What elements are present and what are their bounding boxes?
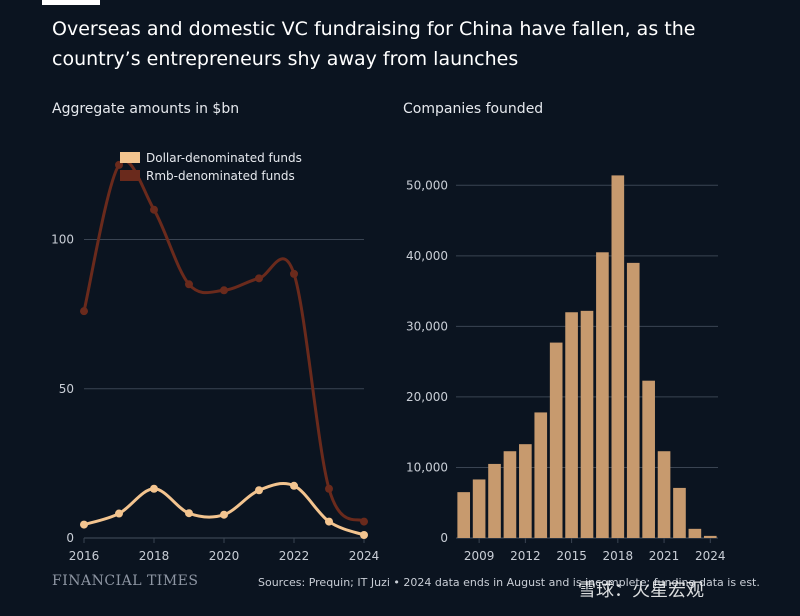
x-tick-label: 2016 [69,549,100,563]
y-tick-label: 100 [51,233,74,247]
rmb-funds-point [325,484,333,493]
bar-2012 [519,444,532,538]
x-tick-label: 2022 [279,549,310,563]
rmb-funds-point [150,205,158,214]
y-tick-label: 10,000 [406,460,448,474]
rmb-funds-point [80,307,88,316]
bar-2017 [596,252,609,539]
y-tick-label: 0 [440,531,448,545]
x-tick-label: 2015 [556,549,587,563]
bar-2021 [657,451,671,538]
x-tick-label: 2009 [464,549,495,563]
chart-title: Overseas and domestic VC fundraising for… [52,18,696,70]
dollar-funds-point [115,509,123,518]
bar-2018 [611,175,625,538]
ft-logo: FINANCIAL TIMES [52,573,199,589]
x-tick-label: 2018 [603,549,634,563]
y-tick-label: 20,000 [406,390,448,404]
y-tick-label: 30,000 [406,319,448,333]
legend-swatch [120,170,140,181]
dollar-funds-point [150,484,158,493]
rmb-funds-point [255,274,263,283]
source-note: Sources: Prequin; IT Juzi • 2024 data en… [258,576,760,589]
dollar-funds-point [325,517,333,526]
bar-2019 [626,262,640,538]
bar-2016 [580,310,594,538]
legend-label: Rmb-denominated funds [146,169,295,183]
dollar-funds-point [80,520,88,529]
dollar-funds-point [360,531,368,540]
bar-2023 [688,528,702,538]
y-tick-label: 50 [59,382,74,396]
bar-2024 [703,535,717,538]
bar-2013 [534,412,548,538]
rmb-funds-point [290,269,298,278]
bar-2008 [457,492,471,538]
dollar-funds-point [290,481,298,490]
bar-2014 [549,342,563,538]
legend-swatch [120,152,140,163]
bar-2011 [503,451,517,538]
x-tick-label: 2018 [139,549,170,563]
watermark: 雪球：火星宏观 [578,580,704,601]
bar-2009 [472,479,486,538]
dollar-funds-point [220,510,228,519]
x-tick-label: 2024 [349,549,380,563]
bar-2020 [642,380,655,538]
y-tick-label: 0 [66,531,74,545]
y-tick-label: 50,000 [406,178,448,192]
bar-2015 [565,312,578,538]
y-tick-label: 40,000 [406,249,448,263]
x-tick-label: 2012 [510,549,541,563]
dollar-funds-point [255,486,263,495]
brand-accent-bar [42,0,100,5]
left-chart-title: Aggregate amounts in $bn [52,101,240,117]
bar-2022 [673,487,686,538]
rmb-funds-point [220,286,228,295]
legend-label: Dollar-denominated funds [146,151,302,165]
x-tick-label: 2020 [209,549,240,563]
dollar-funds-point [185,509,193,518]
rmb-funds-point [360,517,368,526]
bar-2010 [488,463,501,538]
x-tick-label: 2024 [695,549,726,563]
x-tick-label: 2021 [649,549,680,563]
right-chart-title: Companies founded [403,101,544,117]
rmb-funds-point [185,280,193,289]
